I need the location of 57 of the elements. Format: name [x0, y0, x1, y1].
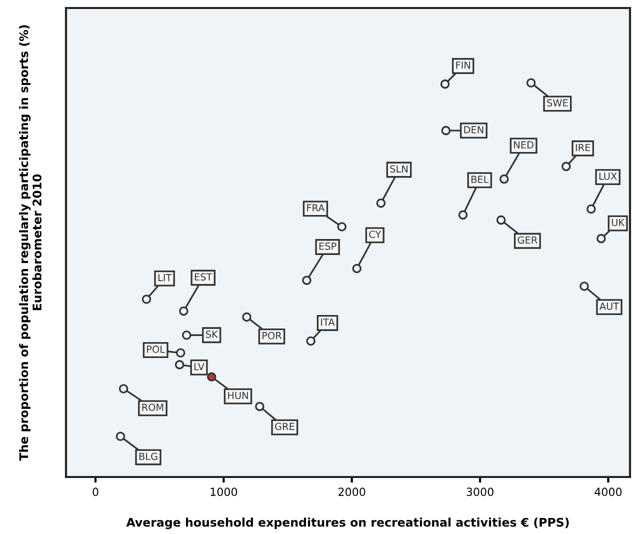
point — [586, 204, 596, 214]
point — [116, 432, 126, 442]
point — [182, 330, 192, 340]
y-axis-title: The proportion of population regularly participating in sports (%) Eurobarometer 2010 — [19, 25, 42, 461]
annotation: ROM — [142, 404, 164, 411]
annotation: SK — [206, 330, 218, 338]
annotation: SWE — [547, 99, 568, 107]
point — [526, 78, 536, 88]
x-tick-label: 3000 — [466, 488, 494, 496]
point — [306, 336, 316, 346]
point — [458, 210, 468, 220]
annotation: IRE — [576, 144, 590, 152]
annotation: LUX — [599, 172, 617, 180]
annotation: CY — [369, 230, 382, 238]
annotation: POL — [147, 346, 166, 353]
x-tick-label: 1000 — [210, 488, 238, 496]
point — [499, 174, 509, 184]
annotation: HUN — [228, 392, 248, 400]
annotation: EST — [194, 273, 212, 281]
point — [176, 348, 186, 358]
annotation: FRA — [307, 204, 325, 212]
annotation: GRE — [275, 422, 294, 430]
point — [174, 360, 184, 370]
point — [580, 282, 589, 291]
annotation: SLN — [390, 165, 408, 173]
x-axis-title: Average household expenditures on recreational activities € (PPS) — [126, 518, 569, 530]
annotation: BLG — [139, 452, 158, 460]
point — [242, 312, 252, 322]
annotation: POR — [262, 332, 282, 340]
annotation: ESP — [319, 242, 336, 250]
point — [352, 264, 362, 274]
annotation: FIN — [456, 62, 470, 69]
annotation: LIT — [158, 274, 172, 282]
annotation: UK — [612, 218, 625, 226]
point — [376, 198, 386, 208]
point — [118, 384, 128, 394]
point — [255, 402, 264, 412]
x-tick-label: 0 — [92, 488, 98, 496]
x-tick-label: 2000 — [338, 488, 366, 496]
annotation: LV — [194, 363, 204, 370]
point — [441, 126, 451, 136]
point — [206, 372, 216, 382]
point — [142, 294, 152, 304]
x-tick-label: 4000 — [594, 488, 622, 496]
annotation: GER — [518, 236, 538, 244]
annotation: DEN — [464, 126, 484, 134]
point — [496, 215, 506, 225]
point — [440, 79, 450, 89]
point — [302, 276, 312, 285]
annotation: AUT — [599, 302, 620, 310]
point — [337, 222, 346, 232]
annotation: BEL — [471, 176, 489, 183]
annotation: ITA — [321, 318, 335, 326]
point — [596, 234, 606, 244]
point — [562, 162, 571, 172]
point — [179, 306, 188, 316]
annotation: NED — [514, 141, 534, 148]
